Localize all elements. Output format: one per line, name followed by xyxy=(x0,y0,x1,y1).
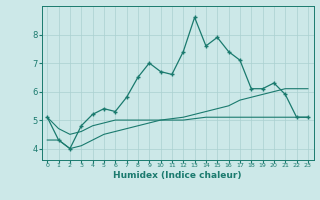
X-axis label: Humidex (Indice chaleur): Humidex (Indice chaleur) xyxy=(113,171,242,180)
